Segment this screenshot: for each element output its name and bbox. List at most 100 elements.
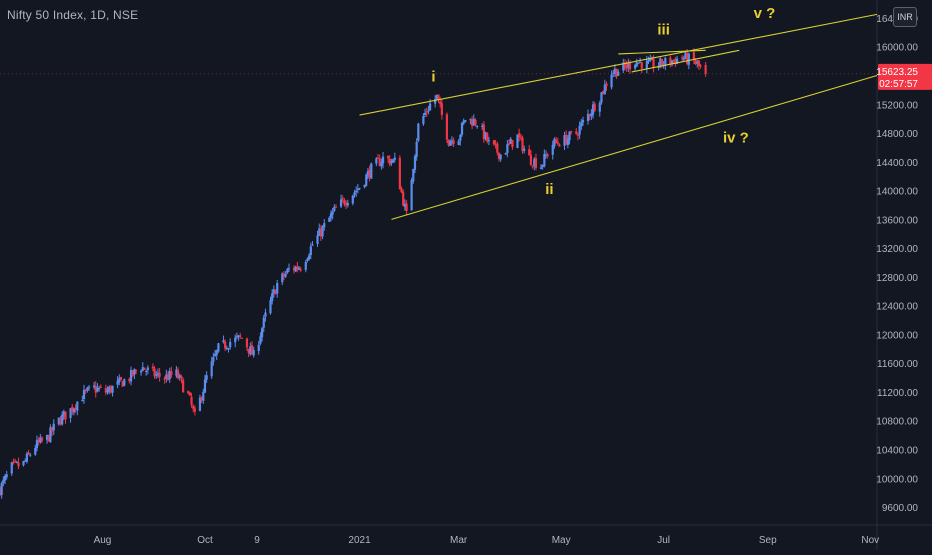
candle-up bbox=[308, 255, 311, 260]
candle-up bbox=[403, 203, 406, 208]
candle-down bbox=[697, 60, 701, 66]
price-tick-label: 10000.00 bbox=[876, 474, 918, 485]
time-tick-label: 9 bbox=[254, 535, 260, 546]
price-tick-label: 10400.00 bbox=[876, 445, 918, 456]
candle-up bbox=[29, 454, 32, 456]
candle-up bbox=[237, 335, 240, 338]
candle-down bbox=[131, 370, 134, 376]
candle-up bbox=[578, 125, 581, 135]
candle-up bbox=[198, 397, 202, 411]
candle-down bbox=[128, 378, 131, 382]
candle-up bbox=[543, 154, 546, 167]
candle-down bbox=[176, 370, 180, 379]
candle-down bbox=[341, 198, 344, 200]
candle-up bbox=[24, 460, 27, 462]
candle-down bbox=[84, 390, 87, 392]
candle-down bbox=[546, 154, 549, 157]
candle-down bbox=[166, 375, 170, 381]
chart-title: Nifty 50 Index, 1D, NSE bbox=[7, 8, 139, 22]
candle-up bbox=[304, 261, 307, 270]
candle-up bbox=[687, 53, 690, 65]
candle-up bbox=[25, 453, 28, 462]
price-tick-label: 16000.00 bbox=[876, 43, 918, 54]
candle-up bbox=[460, 122, 464, 135]
candle-up bbox=[276, 283, 279, 294]
candle-up bbox=[86, 387, 89, 391]
wave-label: v ? bbox=[754, 5, 776, 22]
candle-down bbox=[556, 142, 559, 144]
candle-up bbox=[210, 361, 213, 377]
candle-up bbox=[366, 170, 370, 176]
candle-up bbox=[264, 312, 267, 317]
candle-down bbox=[660, 58, 664, 66]
candle-down bbox=[511, 140, 514, 148]
candle-up bbox=[633, 65, 637, 69]
wave-label: ii bbox=[545, 181, 553, 198]
currency-badge[interactable]: INR bbox=[893, 7, 917, 27]
candle-down bbox=[672, 59, 675, 61]
candle-down bbox=[240, 337, 244, 339]
candle-down bbox=[474, 119, 477, 125]
trendline bbox=[618, 49, 706, 55]
candle-up bbox=[165, 374, 168, 379]
candle-up bbox=[664, 57, 667, 67]
candle-up bbox=[271, 293, 274, 302]
candle-up bbox=[225, 348, 228, 350]
candle-down bbox=[224, 341, 227, 349]
candle-up bbox=[499, 154, 502, 160]
candle-down bbox=[615, 68, 618, 77]
candle-up bbox=[670, 60, 674, 65]
candle-down bbox=[153, 368, 156, 377]
candle-up bbox=[392, 159, 395, 163]
candle-down bbox=[74, 407, 77, 410]
candle-up bbox=[287, 268, 291, 270]
candle-up bbox=[297, 267, 301, 270]
price-tick-label: 9600.00 bbox=[882, 503, 919, 514]
candle-down bbox=[496, 143, 499, 153]
candle-up bbox=[69, 408, 72, 419]
candle-up bbox=[639, 61, 642, 63]
candle-down bbox=[497, 152, 501, 160]
candle-up bbox=[393, 157, 396, 160]
price-tick-label: 12000.00 bbox=[876, 330, 918, 341]
candle-up bbox=[39, 437, 42, 443]
candle-up bbox=[49, 427, 52, 443]
candle-down bbox=[388, 158, 391, 165]
candle-up bbox=[682, 58, 685, 60]
candle-up bbox=[544, 154, 548, 156]
candle-down bbox=[558, 144, 561, 147]
candle-up bbox=[3, 475, 7, 481]
candle-up bbox=[249, 346, 252, 355]
candle-up bbox=[215, 350, 218, 356]
candle-up bbox=[613, 68, 617, 74]
candle-up bbox=[92, 385, 96, 388]
candle-down bbox=[109, 386, 112, 393]
candle-up bbox=[262, 317, 265, 328]
candle-up bbox=[568, 131, 571, 141]
candle-up bbox=[309, 246, 312, 256]
candle-up bbox=[484, 132, 487, 139]
candle-down bbox=[64, 411, 67, 420]
candle-down bbox=[576, 134, 580, 136]
candle-up bbox=[140, 370, 143, 373]
candle-down bbox=[14, 460, 17, 462]
candle-down bbox=[486, 132, 489, 142]
candle-up bbox=[600, 92, 603, 103]
candle-down bbox=[47, 435, 50, 442]
candle-up bbox=[469, 118, 472, 120]
candle-up bbox=[434, 99, 437, 104]
candle-up bbox=[415, 141, 418, 157]
candle-up bbox=[516, 134, 519, 149]
candle-down bbox=[704, 64, 707, 74]
candle-up bbox=[129, 369, 133, 382]
candle-down bbox=[593, 103, 596, 111]
candle-down bbox=[59, 418, 62, 425]
candle-up bbox=[323, 223, 326, 228]
candle-up bbox=[62, 411, 65, 416]
candle-up bbox=[259, 336, 262, 344]
candle-up bbox=[551, 144, 554, 155]
candle-down bbox=[170, 371, 173, 376]
candle-up bbox=[35, 439, 39, 449]
